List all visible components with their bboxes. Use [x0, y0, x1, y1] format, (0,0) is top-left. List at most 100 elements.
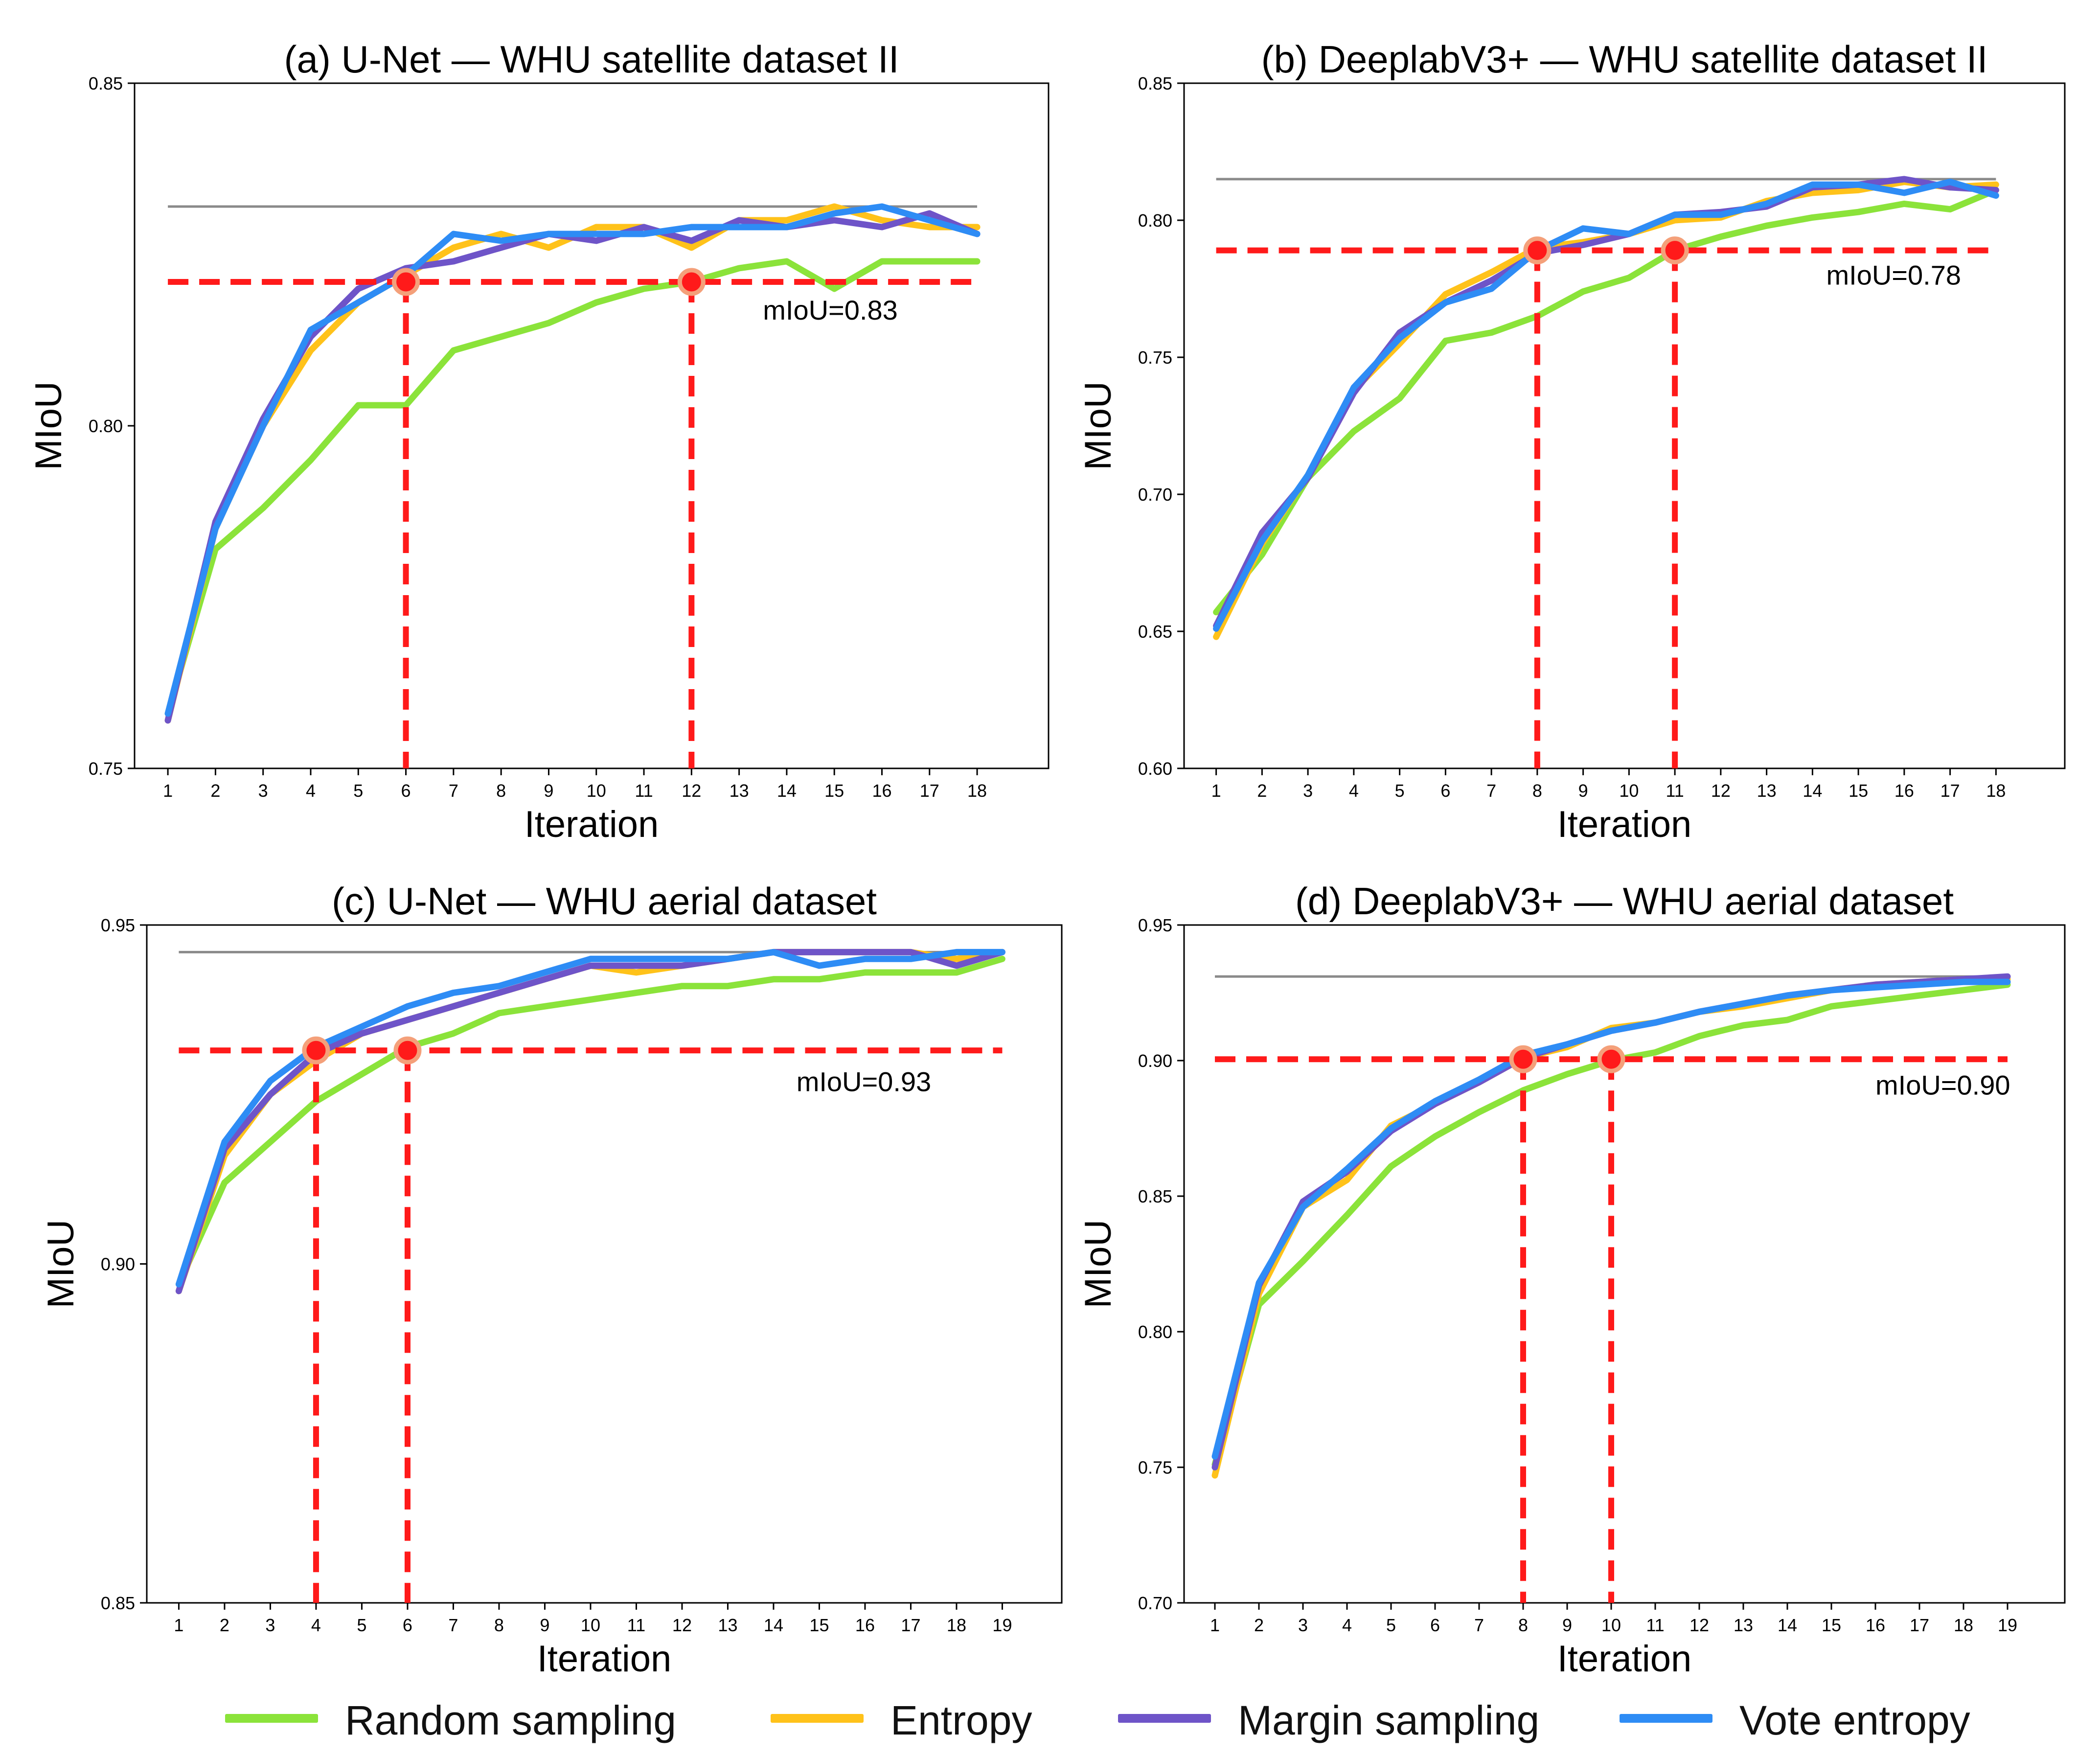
threshold-marker	[393, 1036, 422, 1064]
x-tick-label: 7	[448, 1615, 458, 1635]
legend-swatch-margin	[1118, 1714, 1211, 1723]
x-tick-label: 8	[1532, 781, 1542, 801]
x-tick-label: 13	[718, 1615, 737, 1635]
y-tick-label: 0.90	[101, 1254, 135, 1274]
x-tick-label: 14	[1803, 781, 1822, 801]
y-tick-label: 0.75	[89, 759, 123, 779]
x-tick-label: 5	[353, 781, 363, 801]
x-tick-label: 9	[544, 781, 553, 801]
threshold-marker	[1661, 236, 1689, 265]
x-tick-label: 12	[672, 1615, 692, 1635]
x-tick-label: 7	[1486, 781, 1496, 801]
y-tick-label: 0.80	[1138, 210, 1172, 231]
y-axis-label: MIoU	[1077, 381, 1119, 470]
x-tick-label: 1	[174, 1615, 183, 1635]
series-line-random	[1213, 186, 1999, 616]
y-tick-label: 0.75	[1138, 1457, 1172, 1478]
y-tick-label: 0.85	[89, 73, 123, 93]
x-tick-label: 13	[1734, 1615, 1753, 1635]
legend-label-margin: Margin sampling	[1238, 1697, 1540, 1743]
threshold-marker	[1523, 236, 1552, 265]
threshold-marker	[1597, 1045, 1625, 1073]
x-tick-label: 3	[258, 781, 268, 801]
chart-title: (a) U-Net — WHU satellite dataset II	[284, 38, 899, 81]
legend-swatch-entropy	[771, 1714, 864, 1723]
x-tick-label: 14	[1778, 1615, 1797, 1635]
series-line-vote	[1211, 978, 2011, 1460]
series-line-random	[175, 955, 1005, 1288]
y-tick-label: 0.65	[1138, 622, 1172, 642]
x-tick-label: 19	[992, 1615, 1012, 1635]
x-tick-label: 2	[1254, 1615, 1264, 1635]
x-axis-label: Iteration	[537, 1638, 672, 1680]
y-tick-label: 0.70	[1138, 1593, 1172, 1613]
series-line-entropy	[164, 203, 981, 724]
chart-title: (b) DeeplabV3+ — WHU satellite dataset I…	[1261, 38, 1988, 81]
x-tick-label: 9	[1562, 1615, 1572, 1635]
x-tick-label: 10	[1601, 1615, 1621, 1635]
x-tick-label: 17	[920, 781, 939, 801]
x-tick-label: 17	[1940, 781, 1960, 801]
y-tick-label: 0.85	[1138, 73, 1172, 93]
y-tick-label: 0.80	[1138, 1322, 1172, 1342]
chart-panel-d: (d) DeeplabV3+ — WHU aerial dataset 0.70 0…	[1077, 879, 2066, 1680]
x-tick-label: 8	[1518, 1615, 1528, 1635]
x-tick-label: 18	[1986, 781, 2006, 801]
x-tick-label: 4	[1349, 781, 1359, 801]
x-tick-label: 11	[1666, 781, 1684, 801]
series-line-margin	[175, 948, 1005, 1295]
y-tick-label: 0.85	[101, 1593, 135, 1613]
series-line-margin	[1213, 176, 1999, 629]
x-tick-label: 1	[1211, 781, 1221, 801]
y-tick-label: 0.80	[89, 416, 123, 436]
x-tick-label: 6	[1430, 1615, 1440, 1635]
x-tick-label: 2	[210, 781, 220, 801]
x-tick-label: 10	[587, 781, 606, 801]
y-tick-label: 0.85	[1138, 1186, 1172, 1206]
x-tick-label: 17	[901, 1615, 920, 1635]
y-tick-label: 0.95	[101, 915, 135, 935]
legend-swatch-random	[225, 1714, 318, 1723]
x-axis-label: Iteration	[1557, 1638, 1692, 1680]
chart-panel-a: (a) U-Net — WHU satellite dataset II 0.75…	[28, 38, 1050, 845]
x-tick-label: 15	[824, 781, 844, 801]
chart-panel-c: (c) U-Net — WHU aerial dataset 0.85 0.90 0.…	[40, 879, 1063, 1680]
x-tick-label: 4	[311, 1615, 321, 1635]
x-tick-label: 10	[581, 1615, 600, 1635]
threshold-annotation: mIoU=0.78	[1826, 260, 1962, 291]
x-tick-label: 9	[1578, 781, 1588, 801]
x-tick-label: 15	[1849, 781, 1868, 801]
x-tick-label: 18	[967, 781, 987, 801]
plot-frame	[1183, 82, 2066, 769]
x-tick-label: 2	[220, 1615, 229, 1635]
x-tick-label: 3	[1303, 781, 1313, 801]
legend-label-random: Random sampling	[345, 1697, 677, 1743]
series-line-vote	[164, 203, 981, 717]
chart-panel-b: (b) DeeplabV3+ — WHU satellite dataset I…	[1077, 38, 2066, 845]
plot-frame	[146, 924, 1063, 1604]
x-tick-label: 7	[449, 781, 458, 801]
y-tick-label: 0.90	[1138, 1051, 1172, 1071]
series-line-margin	[164, 210, 981, 724]
threshold-marker	[677, 268, 706, 296]
series-line-entropy	[175, 948, 1005, 1295]
y-tick-label: 0.75	[1138, 347, 1172, 368]
x-tick-label: 16	[1895, 781, 1914, 801]
threshold-marker	[1509, 1045, 1537, 1073]
x-tick-label: 14	[777, 781, 797, 801]
x-tick-label: 18	[947, 1615, 966, 1635]
x-tick-label: 4	[306, 781, 316, 801]
x-tick-label: 6	[401, 781, 411, 801]
x-tick-label: 15	[809, 1615, 829, 1635]
x-tick-label: 1	[163, 781, 173, 801]
y-axis-label: MIoU	[40, 1220, 82, 1309]
legend-label-vote: Vote entropy	[1739, 1697, 1970, 1743]
y-axis-label: MIoU	[1077, 1220, 1119, 1309]
x-tick-label: 10	[1619, 781, 1639, 801]
x-tick-label: 11	[1646, 1615, 1664, 1635]
x-tick-label: 14	[764, 1615, 783, 1635]
plot-frame	[1183, 924, 2066, 1604]
x-tick-label: 5	[1395, 781, 1405, 801]
threshold-marker	[392, 268, 420, 296]
